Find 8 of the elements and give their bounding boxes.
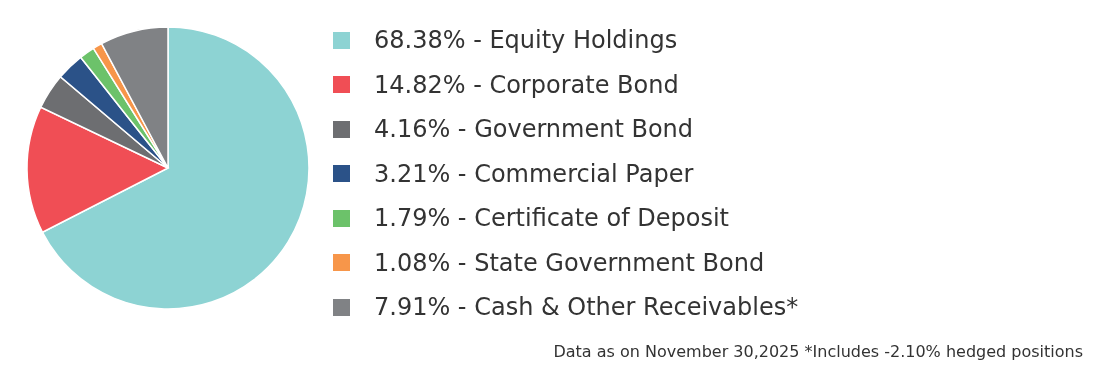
legend-label: 4.16% - Government Bond	[374, 115, 694, 144]
legend-label: 14.82% - Corporate Bond	[374, 70, 679, 99]
legend-label: 68.38% - Equity Holdings	[374, 26, 678, 55]
text: Data as on November 30,2025 *Includes -2.10% hedged positions	[553, 342, 1083, 361]
legend-label: 1.79% - Certificate of Deposit	[374, 204, 729, 233]
legend-label: 3.21% - Commercial Paper	[374, 159, 694, 188]
legend-label: 7.91% - Cash & Other Receivables*	[374, 293, 799, 322]
legend-label: 1.08% - State Government Bond	[374, 248, 765, 277]
